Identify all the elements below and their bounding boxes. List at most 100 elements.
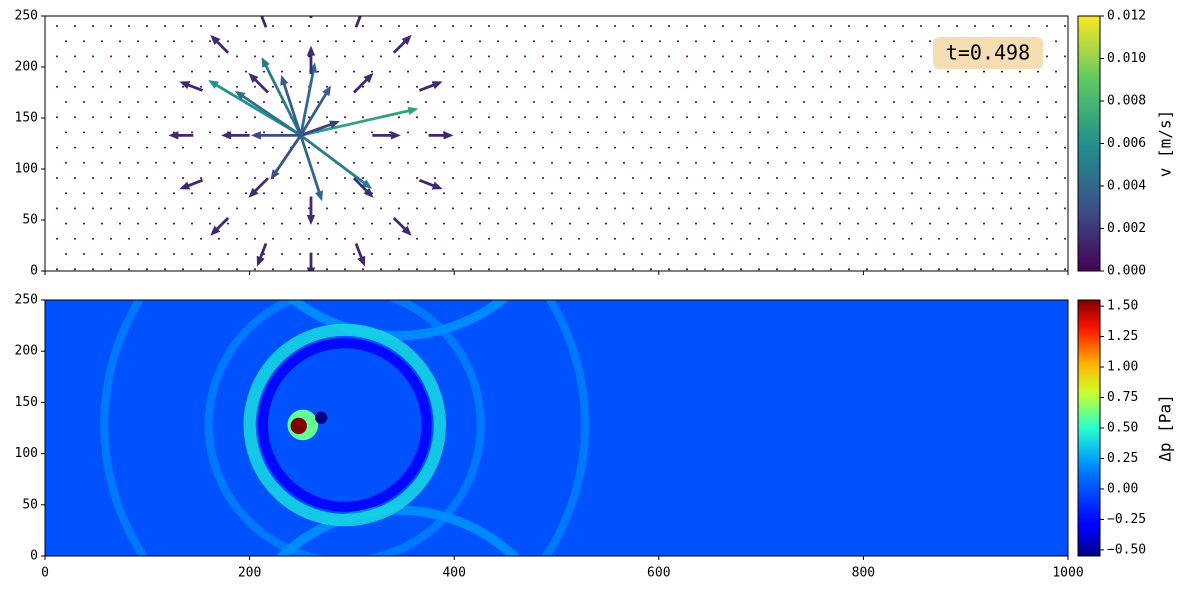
background-dot (758, 116, 760, 119)
annotation: t=0.498 (946, 41, 1030, 65)
background-dot (218, 237, 220, 240)
background-dot (704, 268, 706, 271)
background-dot (839, 161, 841, 164)
background-dot (488, 146, 490, 149)
background-dot (542, 237, 544, 240)
background-dot (821, 101, 823, 103)
background-dot (515, 253, 517, 255)
background-dot (128, 268, 130, 271)
colorbar-tick-label: 0.010 (1107, 51, 1146, 66)
background-dot (362, 177, 364, 179)
background-dot (56, 207, 58, 210)
background-dot (704, 207, 706, 210)
background-dot (578, 25, 580, 27)
background-dot (686, 177, 688, 179)
background-dot (254, 116, 256, 119)
background-dot (452, 268, 454, 271)
background-dot (56, 177, 58, 179)
background-dot (74, 207, 76, 210)
background-dot (992, 207, 994, 210)
background-dot (470, 25, 472, 27)
background-dot (1037, 161, 1039, 164)
background-dot (1001, 192, 1003, 195)
background-dot (443, 192, 445, 195)
background-dot (515, 40, 517, 43)
background-dot (740, 177, 742, 179)
background-dot (236, 207, 238, 210)
background-dot (821, 222, 823, 225)
background-dot (65, 70, 67, 73)
background-dot (524, 268, 526, 271)
background-dot (695, 101, 697, 103)
background-dot (245, 192, 247, 195)
background-dot (290, 237, 292, 240)
background-dot (245, 40, 247, 43)
background-dot (371, 222, 373, 225)
background-dot (848, 268, 850, 271)
background-dot (632, 85, 634, 88)
background-dot (146, 237, 148, 240)
background-dot (965, 192, 967, 195)
background-dot (551, 70, 553, 73)
background-dot (227, 222, 229, 225)
background-dot (65, 192, 67, 195)
background-dot (893, 161, 895, 164)
background-dot (677, 192, 679, 195)
background-dot (1019, 192, 1021, 195)
background-dot (92, 177, 94, 179)
background-dot (911, 253, 913, 255)
background-dot (632, 116, 634, 119)
background-dot (569, 40, 571, 43)
background-dot (101, 161, 103, 164)
background-dot (200, 116, 202, 119)
background-dot (713, 253, 715, 255)
background-dot (893, 70, 895, 73)
background-dot (335, 40, 337, 43)
background-dot (650, 146, 652, 149)
background-dot (983, 192, 985, 195)
background-dot (65, 253, 67, 255)
background-dot (641, 40, 643, 43)
background-dot (767, 161, 769, 164)
background-dot (542, 55, 544, 58)
background-dot (497, 192, 499, 195)
background-dot (578, 177, 580, 179)
background-dot (767, 192, 769, 195)
background-dot (173, 192, 175, 195)
background-dot (533, 70, 535, 73)
background-dot (299, 253, 301, 255)
background-dot (875, 70, 877, 73)
background-dot (776, 55, 778, 58)
background-dot (1046, 268, 1048, 271)
background-dot (830, 25, 832, 27)
background-dot (794, 25, 796, 27)
background-dot (929, 192, 931, 195)
background-dot (560, 177, 562, 179)
background-dot (263, 70, 265, 73)
background-dot (1028, 268, 1030, 271)
background-dot (623, 131, 625, 134)
background-dot (1028, 85, 1030, 88)
background-dot (785, 192, 787, 195)
background-dot (1010, 237, 1012, 240)
background-dot (56, 85, 58, 88)
background-dot (461, 222, 463, 225)
background-dot (758, 55, 760, 58)
background-dot (812, 146, 814, 149)
arrow (352, 72, 374, 94)
background-dot (515, 70, 517, 73)
background-dot (137, 40, 139, 43)
background-dot (1001, 253, 1003, 255)
background-dot (380, 177, 382, 179)
background-dot (956, 177, 958, 179)
background-dot (74, 55, 76, 58)
background-dot (623, 253, 625, 255)
background-dot (1010, 268, 1012, 271)
background-dot (65, 222, 67, 225)
background-dot (839, 192, 841, 195)
background-dot (191, 222, 193, 225)
background-dot (767, 131, 769, 134)
background-dot (893, 192, 895, 195)
arrow (372, 131, 401, 140)
background-dot (857, 253, 859, 255)
